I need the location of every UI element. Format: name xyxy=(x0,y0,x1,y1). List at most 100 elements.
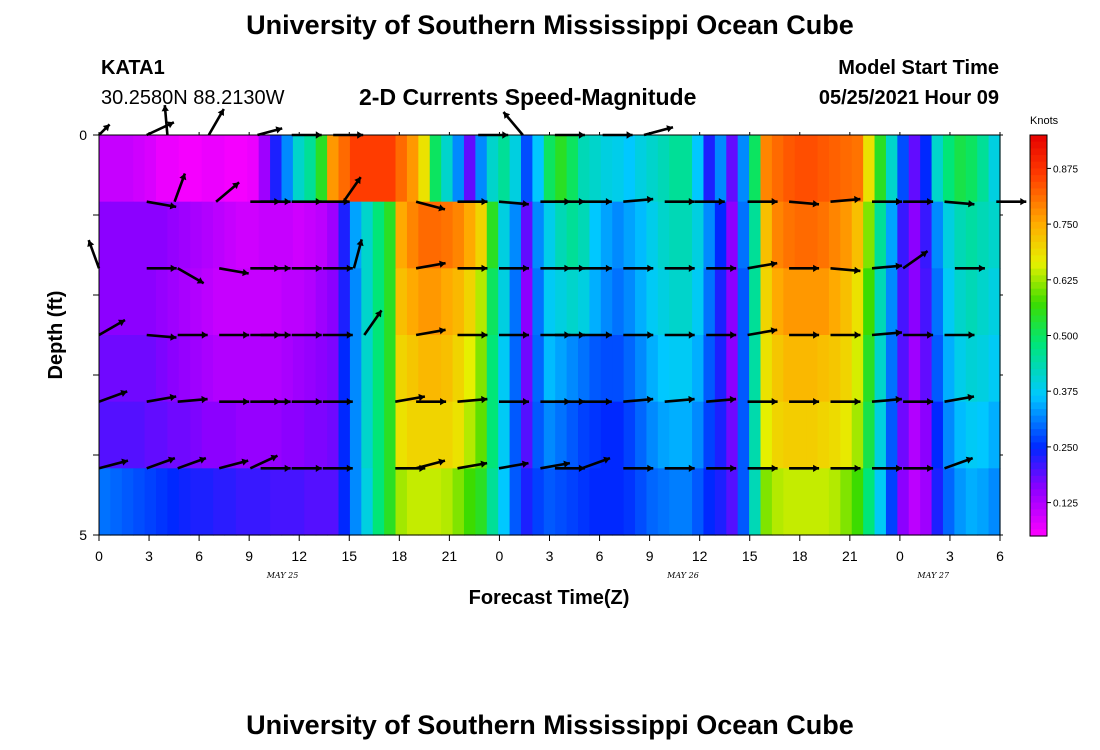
vector-head xyxy=(502,131,509,139)
heatmap-cell xyxy=(555,268,568,336)
heatmap-cell xyxy=(270,201,283,269)
heatmap-cell xyxy=(452,268,465,336)
heatmap-cell xyxy=(988,335,1001,403)
heatmap-cell xyxy=(463,401,476,469)
current-vector xyxy=(98,123,111,136)
current-vector xyxy=(363,309,383,336)
heatmap-cell xyxy=(714,401,727,469)
vector-head xyxy=(480,460,488,468)
heatmap-cell xyxy=(121,135,134,203)
heatmap-cell xyxy=(520,268,533,336)
vector-head xyxy=(968,331,975,339)
heatmap-cell xyxy=(292,335,305,403)
vector-head xyxy=(770,327,778,335)
colorbar-step xyxy=(1030,175,1047,183)
heatmap-cell xyxy=(429,135,442,203)
colorbar-step xyxy=(1030,355,1047,363)
vector-head xyxy=(718,198,725,206)
heatmap-cell xyxy=(863,201,876,269)
heatmap-cell xyxy=(315,468,328,536)
heatmap-cell xyxy=(988,135,1001,203)
heatmap-cell xyxy=(954,268,967,336)
vector-head xyxy=(812,200,819,208)
heatmap-cell xyxy=(954,401,967,469)
colorbar-tick-label: 0.875 xyxy=(1053,164,1078,175)
heatmap-cell xyxy=(908,201,921,269)
heatmap-cell xyxy=(441,268,454,336)
heatmap-cell xyxy=(304,135,317,203)
current-vector xyxy=(872,198,902,206)
heatmap-cell xyxy=(680,201,693,269)
heatmap-cell xyxy=(315,401,328,469)
colorbar-tick-label: 0.125 xyxy=(1053,499,1078,510)
current-vector xyxy=(457,460,488,470)
heatmap-cell xyxy=(942,468,955,536)
current-vector xyxy=(643,125,674,137)
current-vector xyxy=(706,264,737,272)
vector-head xyxy=(439,260,446,268)
heatmap-cell xyxy=(874,401,887,469)
current-vector xyxy=(747,198,778,206)
heatmap-cell xyxy=(395,201,408,269)
heatmap-cell xyxy=(749,468,762,536)
current-vector xyxy=(260,464,291,472)
vector-head xyxy=(523,331,529,339)
current-vector xyxy=(944,200,975,208)
vector-head xyxy=(481,395,488,404)
vector-head xyxy=(199,456,206,464)
heatmap-cell xyxy=(669,401,682,469)
colorbar-step xyxy=(1030,155,1047,163)
heatmap-cell xyxy=(817,135,830,203)
heatmap-cell xyxy=(520,335,533,403)
vector-head xyxy=(523,398,529,406)
heatmap-cell xyxy=(315,201,328,269)
x-tick-label: 6 xyxy=(996,548,1004,564)
heatmap-cell xyxy=(281,201,294,269)
heatmap-cell xyxy=(156,401,169,469)
heatmap-cell xyxy=(623,201,636,269)
heatmap-cell xyxy=(429,201,442,269)
current-vector xyxy=(871,329,903,337)
colorbar-step xyxy=(1030,462,1047,470)
heatmap-cell xyxy=(486,335,499,403)
vector-head xyxy=(242,268,249,277)
heatmap-cell xyxy=(623,468,636,536)
heatmap-cell xyxy=(988,468,1001,536)
heatmap-cell xyxy=(201,201,214,269)
heatmap-cell xyxy=(475,268,488,336)
heatmap-cell xyxy=(612,335,625,403)
heatmap-cell xyxy=(931,468,944,536)
axes: 0 3 6 9 12 15 18 21 0 3 6 9 12 15 18 21 0 3 6 MAY 25 MAY 26 M… xyxy=(79,127,1004,580)
heatmap-cell xyxy=(486,401,499,469)
heatmap-cell xyxy=(441,335,454,403)
heatmap-cell xyxy=(304,401,317,469)
current-vector xyxy=(457,198,488,206)
current-vector xyxy=(871,395,903,404)
colorbar-step xyxy=(1030,435,1047,444)
heatmap-cell xyxy=(703,401,716,469)
heatmap-cell xyxy=(247,335,260,403)
heatmap-cell xyxy=(429,268,442,336)
heatmap-cell xyxy=(349,468,362,536)
heatmap-cell xyxy=(498,468,511,536)
current-vector xyxy=(177,395,208,404)
heatmap-cell xyxy=(201,135,214,203)
heatmap-cell xyxy=(749,201,762,269)
heatmap-cell xyxy=(99,335,112,403)
heatmap-cell xyxy=(954,135,967,203)
heatmap-cell xyxy=(178,401,191,469)
heatmap-cell xyxy=(121,201,134,269)
heatmap-cell xyxy=(737,268,750,336)
heatmap-cell xyxy=(110,201,123,269)
heatmap-cell xyxy=(806,401,819,469)
current-vector xyxy=(457,331,488,339)
heatmap-cell xyxy=(977,468,990,536)
current-vector xyxy=(747,327,778,337)
current-vector xyxy=(218,458,249,470)
heatmap-cell xyxy=(99,401,112,469)
colorbar-step xyxy=(1030,482,1047,490)
colorbar-step xyxy=(1030,322,1047,330)
heatmap-cell xyxy=(429,468,442,536)
colorbar-step xyxy=(1030,509,1047,517)
heatmap-cell xyxy=(110,268,123,336)
